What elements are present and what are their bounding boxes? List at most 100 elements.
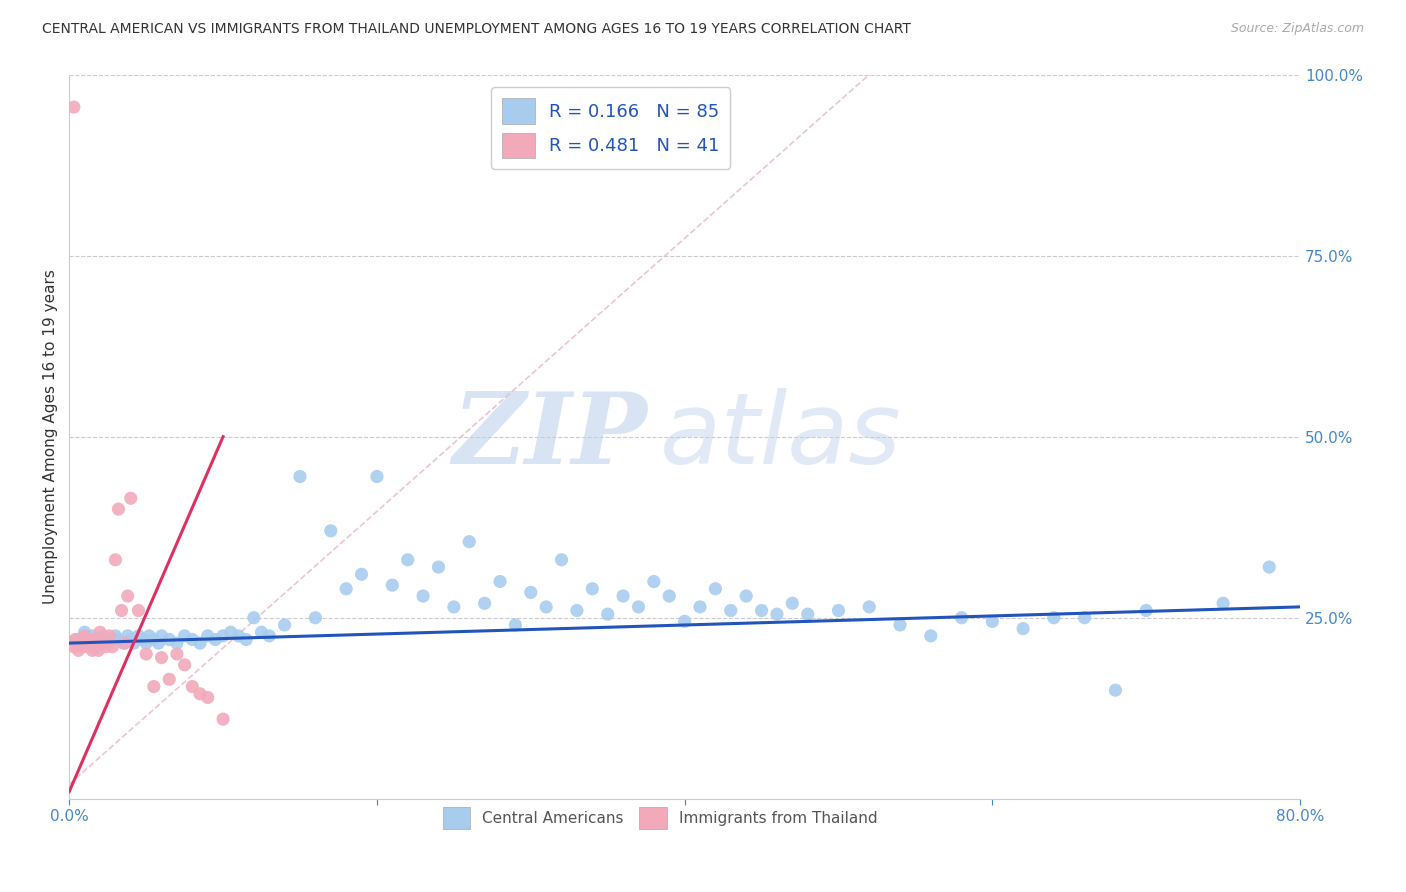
Point: [1073, 611, 1095, 625]
Point: [82, 629, 104, 643]
Point: [80, 636, 103, 650]
Point: [350, 567, 373, 582]
Point: [627, 599, 650, 614]
Point: [319, 524, 342, 538]
Point: [150, 650, 173, 665]
Point: [120, 632, 142, 647]
Point: [581, 582, 603, 596]
Point: [104, 629, 127, 643]
Point: [91, 629, 114, 643]
Point: [612, 589, 634, 603]
Point: [63, 100, 86, 114]
Point: [60, 636, 83, 650]
Point: [70, 636, 93, 650]
Point: [796, 607, 818, 621]
Point: [117, 589, 139, 603]
Point: [65, 632, 87, 647]
Point: [87, 643, 110, 657]
Point: [135, 636, 157, 650]
Point: [188, 687, 211, 701]
Point: [97, 636, 120, 650]
Point: [76, 640, 98, 654]
Point: [658, 589, 681, 603]
Point: [335, 582, 357, 596]
Point: [304, 611, 326, 625]
Point: [73, 629, 96, 643]
Legend: Central Americans, Immigrants from Thailand: Central Americans, Immigrants from Thail…: [436, 801, 883, 835]
Point: [142, 632, 165, 647]
Point: [89, 632, 111, 647]
Point: [120, 491, 142, 506]
Point: [381, 578, 404, 592]
Point: [107, 502, 129, 516]
Point: [534, 599, 557, 614]
Point: [104, 553, 127, 567]
Point: [673, 615, 696, 629]
Point: [474, 596, 496, 610]
Point: [122, 636, 145, 650]
Point: [735, 589, 758, 603]
Point: [443, 599, 465, 614]
Point: [91, 636, 114, 650]
Point: [1135, 603, 1157, 617]
Point: [173, 629, 195, 643]
Point: [188, 636, 211, 650]
Point: [96, 640, 118, 654]
Point: [689, 599, 711, 614]
Point: [1012, 622, 1035, 636]
Point: [197, 690, 219, 705]
Point: [101, 632, 124, 647]
Point: [782, 596, 804, 610]
Point: [72, 640, 94, 654]
Point: [1212, 596, 1234, 610]
Text: atlas: atlas: [659, 388, 901, 485]
Point: [766, 607, 789, 621]
Point: [288, 469, 311, 483]
Point: [67, 643, 90, 657]
Point: [101, 640, 124, 654]
Text: Source: ZipAtlas.com: Source: ZipAtlas.com: [1230, 22, 1364, 36]
Point: [427, 560, 450, 574]
Point: [565, 603, 588, 617]
Point: [112, 636, 135, 650]
Point: [181, 632, 204, 647]
Point: [77, 632, 100, 647]
Y-axis label: Unemployment Among Ages 16 to 19 years: Unemployment Among Ages 16 to 19 years: [44, 269, 58, 604]
Point: [142, 680, 165, 694]
Point: [520, 585, 543, 599]
Point: [596, 607, 619, 621]
Point: [889, 618, 911, 632]
Point: [98, 629, 121, 643]
Point: [173, 657, 195, 672]
Point: [73, 625, 96, 640]
Point: [550, 553, 572, 567]
Point: [950, 611, 973, 625]
Point: [114, 636, 136, 650]
Point: [127, 629, 149, 643]
Point: [89, 625, 111, 640]
Point: [751, 603, 773, 617]
Point: [235, 632, 257, 647]
Point: [86, 636, 108, 650]
Point: [135, 647, 157, 661]
Point: [219, 625, 242, 640]
Point: [181, 680, 204, 694]
Point: [920, 629, 942, 643]
Point: [212, 629, 235, 643]
Point: [107, 632, 129, 647]
Point: [250, 625, 273, 640]
Point: [412, 589, 434, 603]
Point: [228, 629, 250, 643]
Point: [1258, 560, 1281, 574]
Point: [132, 632, 155, 647]
Point: [458, 534, 481, 549]
Point: [505, 618, 527, 632]
Point: [704, 582, 727, 596]
Point: [83, 640, 105, 654]
Point: [86, 640, 108, 654]
Point: [827, 603, 849, 617]
Point: [75, 636, 97, 650]
Point: [127, 603, 149, 617]
Point: [84, 632, 107, 647]
Point: [643, 574, 665, 589]
